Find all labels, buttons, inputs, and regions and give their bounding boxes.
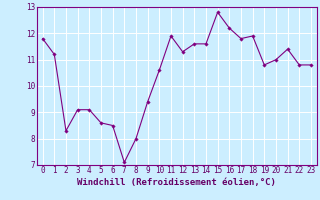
X-axis label: Windchill (Refroidissement éolien,°C): Windchill (Refroidissement éolien,°C) — [77, 178, 276, 187]
